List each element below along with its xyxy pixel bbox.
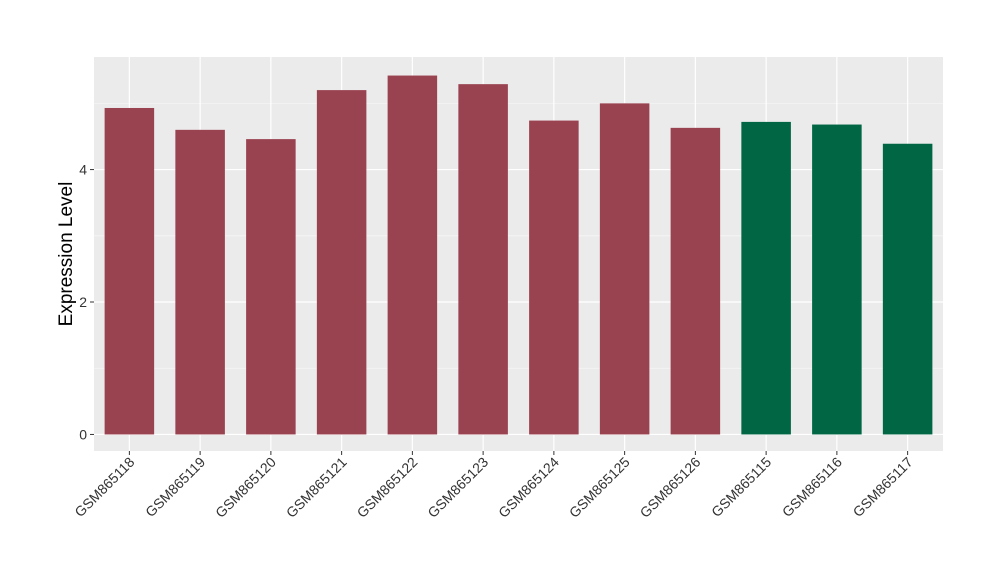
bar-gsm865122 (387, 75, 438, 435)
y-axis-title: Expression Level (56, 182, 77, 327)
x-tick-label: GSM865121 (283, 454, 350, 521)
bar-gsm865120 (246, 139, 296, 435)
bars (104, 75, 933, 435)
bar-gsm865118 (104, 107, 155, 435)
x-tick-label: GSM865115 (708, 454, 774, 520)
x-tick-label: GSM865124 (495, 454, 562, 521)
x-tick-label: GSM865120 (212, 454, 279, 521)
plot-panel (94, 57, 943, 451)
bar-gsm865119 (175, 129, 225, 435)
x-tick-label: GSM865117 (850, 454, 916, 520)
x-axis: GSM865118 GSM865119 GSM865120 GSM865121 GSM8… (71, 451, 916, 521)
x-tick-label: GSM865119 (142, 454, 208, 520)
bar-gsm865115 (741, 121, 791, 435)
x-tick-label: GSM865125 (566, 454, 633, 521)
y-tick-label: 2 (79, 294, 87, 310)
x-tick-label: GSM865123 (424, 454, 491, 521)
x-tick-label: GSM865122 (354, 454, 421, 521)
bar-gsm865126 (670, 127, 721, 435)
bar-gsm865125 (599, 103, 650, 435)
x-tick-label: GSM865126 (637, 454, 704, 521)
x-tick-label: GSM865116 (779, 454, 845, 520)
bar-gsm865123 (458, 84, 508, 435)
x-tick-label: GSM865118 (71, 454, 137, 520)
minor-gridlines (94, 102, 943, 369)
y-tick-label: 4 (79, 162, 87, 178)
bar-gsm865117 (882, 143, 933, 435)
bar-gsm865124 (529, 120, 579, 435)
y-tick-label: 0 (79, 426, 87, 442)
bar-gsm865121 (316, 90, 367, 435)
y-axis: 0 2 4 (79, 162, 94, 442)
bar-gsm865116 (812, 124, 862, 435)
